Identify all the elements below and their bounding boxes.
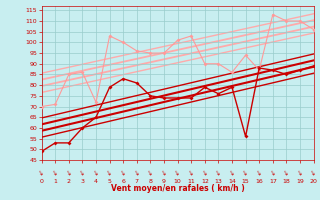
Text: 7: 7 xyxy=(135,179,139,184)
Text: ↓: ↓ xyxy=(242,168,250,176)
Text: 11: 11 xyxy=(187,179,195,184)
Text: ↓: ↓ xyxy=(146,168,155,176)
Text: 14: 14 xyxy=(228,179,236,184)
Text: ↓: ↓ xyxy=(201,168,209,176)
Text: ↓: ↓ xyxy=(173,168,182,176)
Text: 4: 4 xyxy=(94,179,98,184)
Text: 8: 8 xyxy=(148,179,152,184)
Text: ↓: ↓ xyxy=(269,168,277,176)
Text: 3: 3 xyxy=(80,179,84,184)
Text: 16: 16 xyxy=(255,179,263,184)
Text: 2: 2 xyxy=(67,179,71,184)
Text: ↓: ↓ xyxy=(255,168,263,176)
Text: 13: 13 xyxy=(214,179,222,184)
Text: 0: 0 xyxy=(40,179,44,184)
Text: 20: 20 xyxy=(310,179,317,184)
Text: ↓: ↓ xyxy=(187,168,195,176)
Text: ↓: ↓ xyxy=(133,168,141,176)
Text: ↓: ↓ xyxy=(92,168,100,176)
Text: 17: 17 xyxy=(269,179,277,184)
Text: ↓: ↓ xyxy=(282,168,291,176)
Text: ↓: ↓ xyxy=(228,168,236,176)
Text: 18: 18 xyxy=(283,179,290,184)
Text: 10: 10 xyxy=(174,179,181,184)
Text: 6: 6 xyxy=(121,179,125,184)
Text: ↓: ↓ xyxy=(214,168,222,176)
Text: ↓: ↓ xyxy=(37,168,46,176)
Text: ↓: ↓ xyxy=(51,168,59,176)
Text: ↓: ↓ xyxy=(296,168,304,176)
Text: 12: 12 xyxy=(201,179,209,184)
X-axis label: Vent moyen/en rafales ( km/h ): Vent moyen/en rafales ( km/h ) xyxy=(111,184,244,193)
Text: ↓: ↓ xyxy=(160,168,168,176)
Text: ↓: ↓ xyxy=(309,168,318,176)
Text: 9: 9 xyxy=(162,179,166,184)
Text: 15: 15 xyxy=(242,179,250,184)
Text: ↓: ↓ xyxy=(119,168,127,176)
Text: ↓: ↓ xyxy=(106,168,114,176)
Text: ↓: ↓ xyxy=(65,168,73,176)
Text: 19: 19 xyxy=(296,179,304,184)
Text: ↓: ↓ xyxy=(78,168,86,176)
Text: 1: 1 xyxy=(53,179,57,184)
Text: 5: 5 xyxy=(108,179,112,184)
